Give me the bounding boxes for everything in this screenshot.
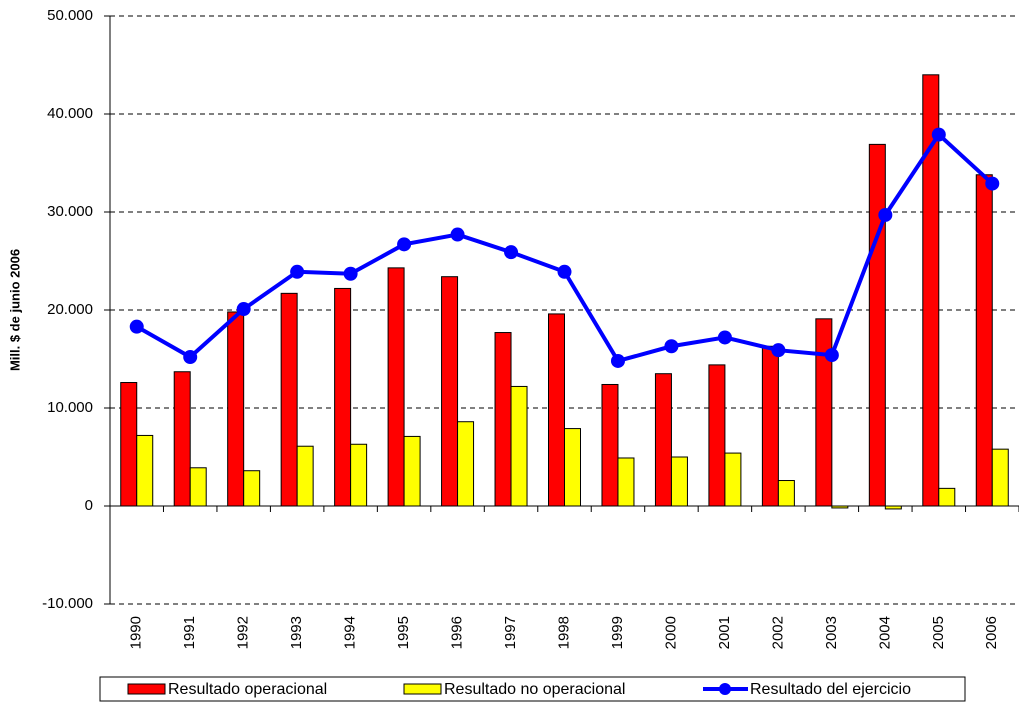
- bar: [510, 385, 528, 507]
- legend-swatch: [719, 683, 731, 695]
- x-tick-label: 1990: [128, 616, 145, 649]
- bar: [670, 456, 688, 507]
- point: [290, 264, 305, 279]
- bar: [403, 435, 421, 507]
- bar: [350, 443, 368, 507]
- bar: [334, 287, 352, 507]
- point: [610, 353, 625, 368]
- bar: [457, 421, 475, 507]
- y-tick-label: 0: [85, 497, 93, 514]
- bar: [441, 276, 459, 507]
- x-tick-label: 1999: [609, 616, 626, 649]
- point: [717, 330, 732, 345]
- point: [664, 339, 679, 354]
- x-tick-label: 1995: [395, 616, 412, 649]
- point: [557, 264, 572, 279]
- bar: [815, 318, 833, 507]
- y-tick-label: 30.000: [47, 203, 93, 220]
- legend-label: Resultado del ejercicio: [750, 681, 911, 698]
- bar: [227, 311, 245, 507]
- y-tick-label: 10.000: [47, 399, 93, 416]
- bar: [601, 383, 619, 507]
- bar: [173, 371, 191, 507]
- legend-box: [99, 676, 966, 702]
- x-tick-label: 2000: [662, 616, 679, 649]
- legend-swatch: [403, 683, 442, 695]
- point: [450, 227, 465, 242]
- point: [343, 266, 358, 281]
- bar: [494, 332, 512, 507]
- x-tick-label: 2001: [716, 616, 733, 649]
- bar: [708, 364, 726, 507]
- bar: [189, 467, 207, 507]
- bar: [617, 457, 635, 507]
- bar: [654, 373, 672, 507]
- y-tick-label: 20.000: [47, 301, 93, 318]
- bar: [136, 434, 154, 507]
- x-tick-label: 2003: [823, 616, 840, 649]
- x-tick-label: 1991: [181, 616, 198, 649]
- bar: [548, 313, 565, 507]
- legend-label: Resultado operacional: [168, 681, 327, 698]
- bar: [243, 470, 261, 507]
- x-tick-label: 1997: [502, 616, 519, 649]
- point: [931, 127, 946, 142]
- legend-swatch: [127, 683, 166, 695]
- y-tick-label: 50.000: [47, 7, 93, 24]
- bar: [761, 345, 779, 507]
- x-tick-label: 1998: [555, 616, 572, 649]
- bar: [975, 174, 993, 507]
- point: [771, 343, 786, 358]
- x-tick-label: 1996: [449, 616, 466, 649]
- bar: [296, 445, 314, 507]
- bar: [387, 267, 405, 507]
- x-tick-label: 2002: [769, 616, 786, 649]
- bar: [280, 292, 298, 507]
- point: [878, 207, 893, 222]
- point: [824, 348, 839, 363]
- y-tick-label: -10.000: [42, 595, 93, 612]
- x-tick-label: 2005: [930, 616, 947, 649]
- bar: [938, 487, 956, 507]
- bar: [868, 143, 886, 507]
- x-tick-label: 1994: [342, 616, 359, 649]
- bar: [777, 480, 795, 507]
- y-axis-label: Mill. $ de junio 2006: [7, 249, 22, 371]
- point: [129, 319, 144, 334]
- point: [504, 245, 519, 260]
- x-tick-label: 2004: [876, 616, 893, 649]
- bar: [120, 382, 138, 507]
- y-tick-label: 40.000: [47, 105, 93, 122]
- bar: [564, 428, 581, 507]
- bar: [991, 448, 1009, 507]
- x-tick-label: 1992: [235, 616, 252, 649]
- x-tick-label: 1993: [288, 616, 305, 649]
- point: [397, 237, 412, 252]
- point: [985, 176, 1000, 191]
- bar: [724, 452, 742, 507]
- point: [183, 350, 198, 365]
- legend-label: Resultado no operacional: [444, 681, 625, 698]
- x-tick-label: 2006: [983, 616, 1000, 649]
- point: [236, 302, 251, 317]
